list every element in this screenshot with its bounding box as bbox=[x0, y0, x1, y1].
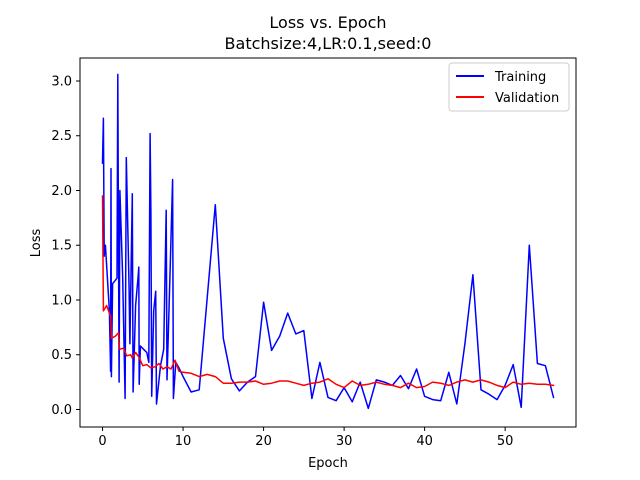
y-tick-label: 2.5 bbox=[51, 129, 72, 144]
legend: Training Validation bbox=[448, 62, 570, 112]
legend-label-training: Training bbox=[494, 70, 546, 85]
series-line-training bbox=[101, 73, 555, 410]
x-tick-label: 50 bbox=[497, 434, 514, 449]
y-tick-label: 3.0 bbox=[51, 74, 72, 89]
y-tick-label: 0.5 bbox=[51, 348, 72, 363]
chart-subtitle: Batchsize:4,LR:0.1,seed:0 bbox=[225, 34, 432, 53]
y-tick-label: 0.0 bbox=[51, 403, 72, 418]
legend-label-validation: Validation bbox=[495, 91, 559, 106]
y-tick-label: 1.5 bbox=[51, 239, 72, 254]
series-layer bbox=[101, 73, 555, 410]
y-axis-ticks: 0.0 0.5 1.0 1.5 2.0 2.5 3.0 bbox=[51, 74, 80, 418]
chart-title: Loss vs. Epoch bbox=[269, 13, 386, 32]
x-tick-label: 20 bbox=[255, 434, 272, 449]
y-tick-label: 1.0 bbox=[51, 293, 72, 308]
axes-frame bbox=[79, 57, 577, 428]
x-tick-label: 10 bbox=[175, 434, 192, 449]
x-tick-label: 40 bbox=[416, 434, 433, 449]
x-axis-ticks: 0 10 20 30 40 50 bbox=[98, 427, 513, 449]
x-tick-label: 30 bbox=[336, 434, 353, 449]
plot-area bbox=[79, 57, 577, 428]
x-axis-label: Epoch bbox=[308, 456, 348, 471]
x-tick-label: 0 bbox=[98, 434, 106, 449]
y-axis-label: Loss bbox=[29, 229, 44, 258]
series-line-validation bbox=[101, 195, 555, 389]
y-tick-label: 2.0 bbox=[51, 184, 72, 199]
